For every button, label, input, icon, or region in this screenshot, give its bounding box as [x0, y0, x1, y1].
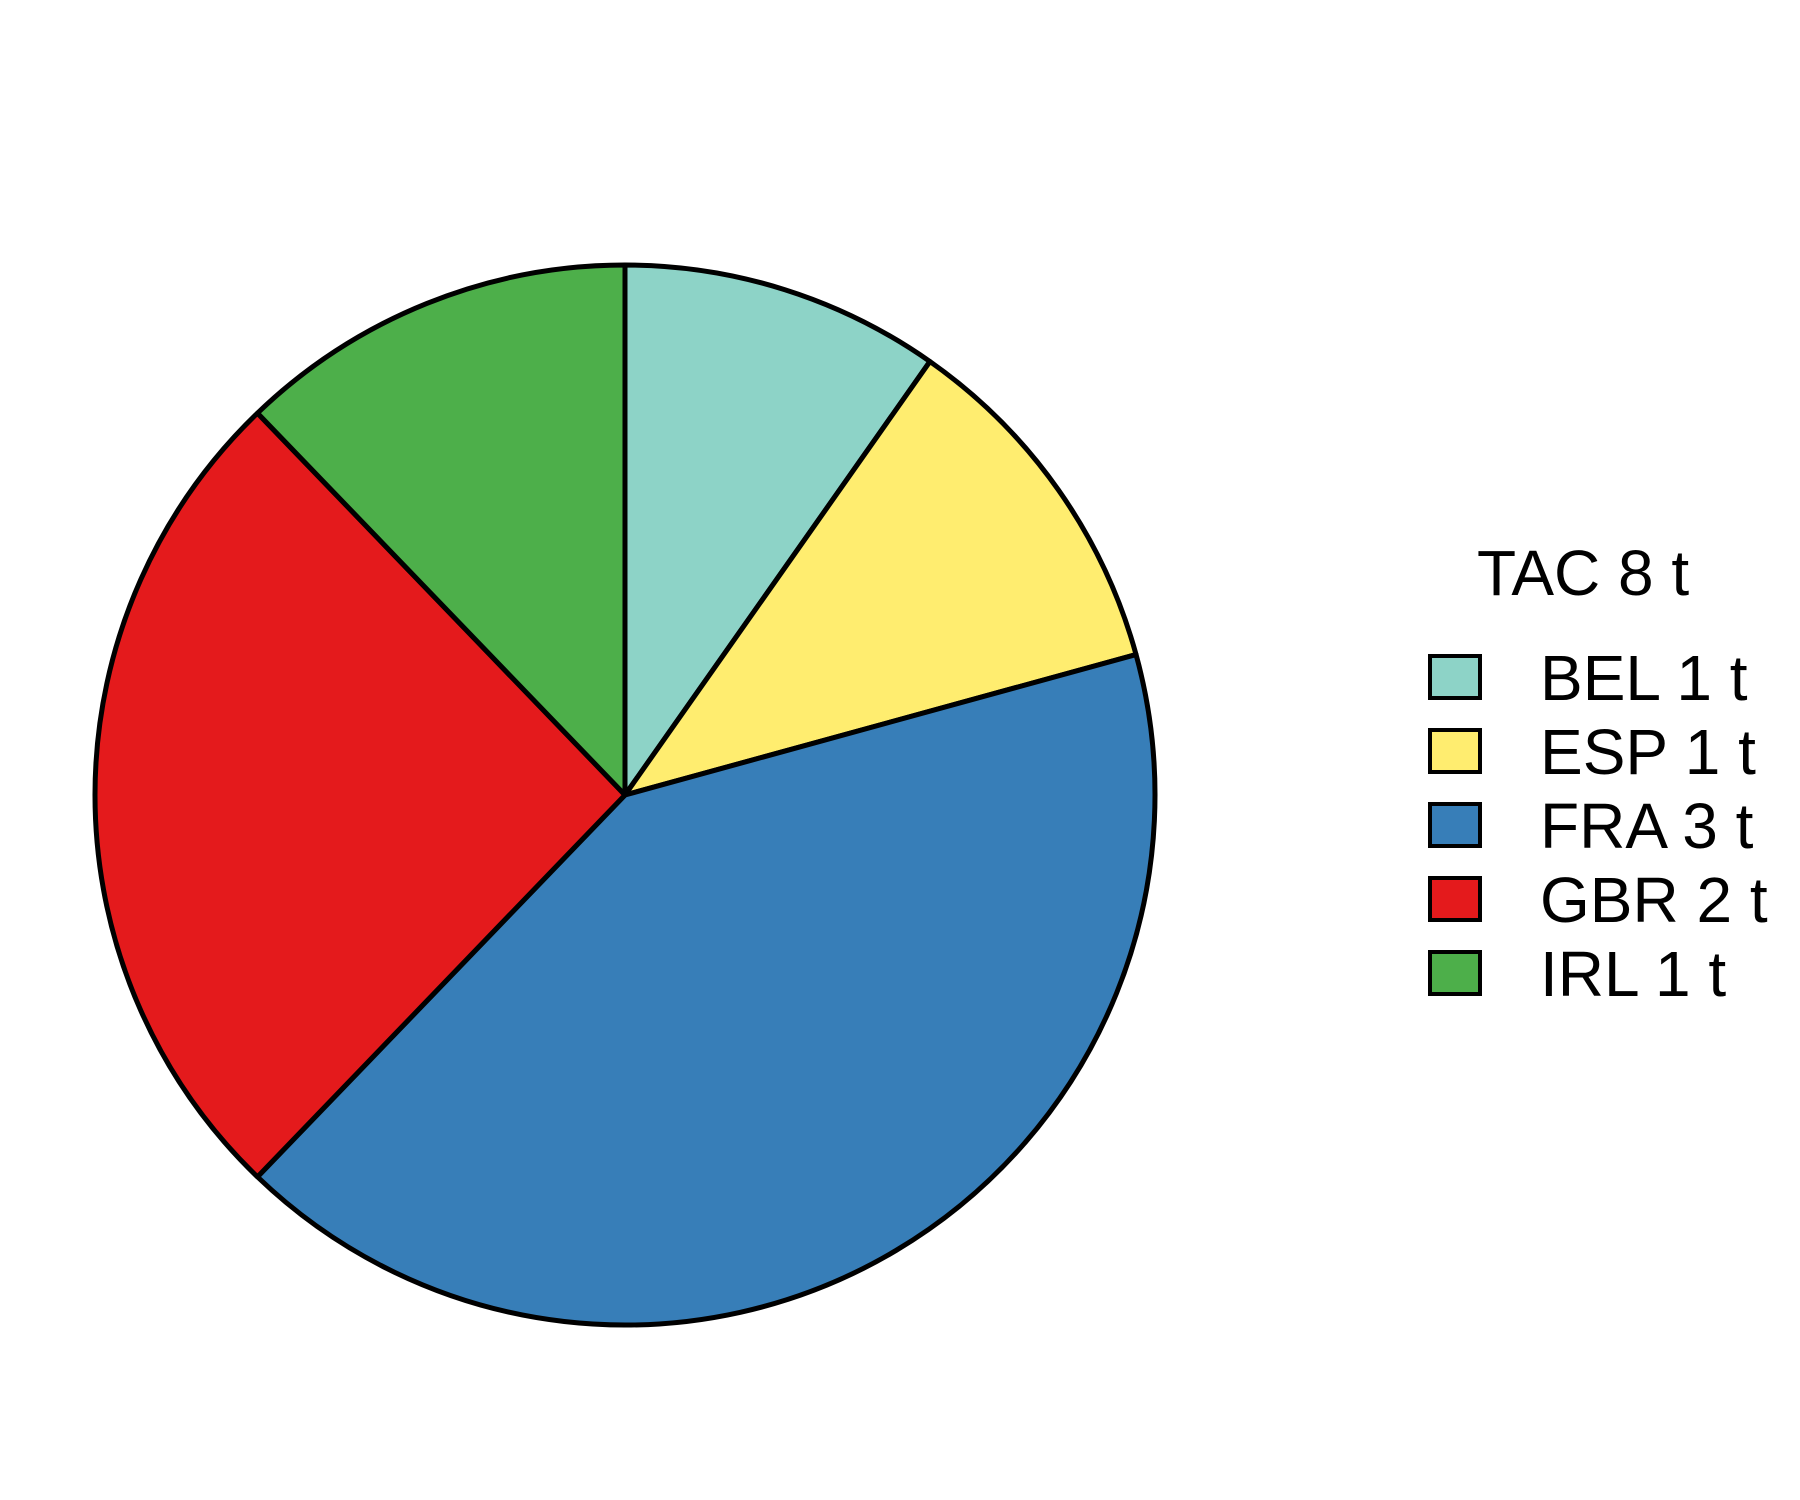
- legend-swatch-gbr: [1428, 876, 1482, 922]
- legend-label-fra: FRA 3 t: [1540, 790, 1754, 862]
- legend-swatch-esp: [1428, 728, 1482, 774]
- legend-swatch-irl: [1428, 950, 1482, 996]
- legend-label-esp: ESP 1 t: [1540, 716, 1756, 788]
- legend-swatch-fra: [1428, 802, 1482, 848]
- legend-label-gbr: GBR 2 t: [1540, 864, 1768, 936]
- legend-swatch-bel: [1428, 654, 1482, 700]
- pie-slice-fra: [254, 652, 1158, 1328]
- pie-slice-irl: [254, 262, 628, 798]
- legend-label-irl: IRL 1 t: [1540, 938, 1726, 1010]
- legend-label-bel: BEL 1 t: [1540, 642, 1748, 714]
- pie-slice-gbr: [92, 410, 628, 1180]
- pie-slice-esp: [622, 359, 1139, 798]
- legend-title: TAC 8 t: [1477, 537, 1689, 609]
- pie-slices: [92, 262, 1158, 1328]
- pie-slice-bel: [622, 262, 933, 798]
